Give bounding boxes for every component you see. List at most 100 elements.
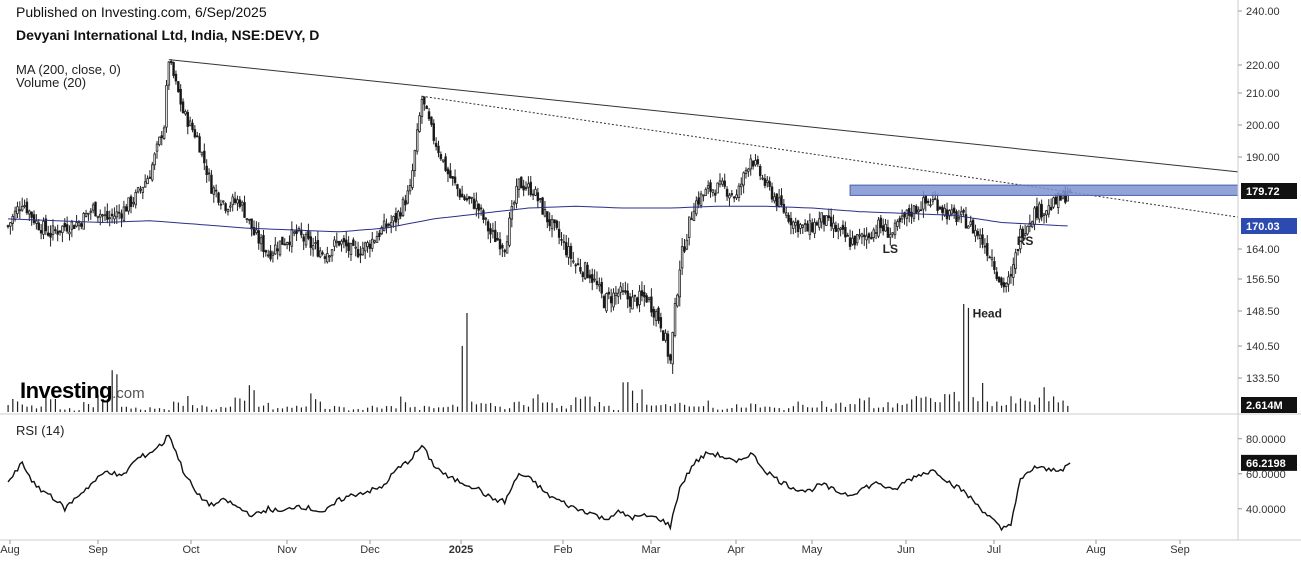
candle-body — [420, 99, 424, 117]
candle-body — [278, 240, 282, 256]
candle-body — [423, 96, 426, 105]
candle-body — [803, 223, 807, 225]
candle-body — [193, 129, 197, 138]
volume-bar — [537, 394, 539, 412]
candle-body — [274, 244, 277, 255]
candle-body — [820, 212, 823, 223]
candle-body — [773, 196, 776, 202]
candle-body — [326, 253, 329, 263]
candle-body — [505, 241, 509, 254]
candle-body — [1007, 276, 1010, 285]
y-tick-label: 220.00 — [1246, 60, 1280, 72]
candle-body — [1054, 196, 1058, 205]
candle-body — [77, 222, 81, 227]
volume-bar — [149, 407, 151, 412]
candle-body — [146, 178, 149, 185]
ma200-badge-text: 170.03 — [1246, 221, 1280, 233]
candle-body — [652, 308, 655, 318]
volume-pane — [7, 304, 1069, 412]
candle-body — [794, 222, 797, 226]
candle-body — [952, 207, 956, 214]
volume-bar — [92, 407, 94, 412]
candle-body — [874, 232, 878, 234]
candle-body — [311, 245, 315, 250]
candle-body — [484, 217, 488, 220]
y-tick-label: 240.00 — [1246, 6, 1280, 18]
chart-title: Devyani International Ltd, India, NSE:DE… — [16, 27, 320, 43]
candle-body — [560, 238, 563, 241]
candle-body — [657, 307, 660, 322]
volume-bar — [281, 408, 284, 412]
candle-body — [903, 212, 906, 218]
volume-bar — [669, 406, 672, 412]
volume-bar — [428, 406, 430, 412]
candle-body — [969, 221, 972, 226]
volume-bar — [1005, 404, 1007, 412]
volume-bar — [182, 405, 184, 412]
volume-bar — [1034, 404, 1036, 412]
volume-bar — [1024, 400, 1026, 412]
candle-body — [621, 290, 625, 293]
candle-body — [314, 242, 317, 245]
y-tick-label: 156.50 — [1246, 274, 1280, 286]
candle-body — [1035, 206, 1039, 219]
candle-body — [292, 231, 296, 234]
candle-body — [49, 233, 52, 238]
volume-bar — [717, 409, 719, 412]
volume-bar — [499, 406, 501, 412]
volume-bar — [934, 402, 936, 412]
volume-bar — [258, 406, 260, 412]
candle-body — [125, 206, 128, 212]
candle-body — [54, 229, 57, 231]
volume-badge-box — [1241, 397, 1297, 413]
volume-bar — [248, 385, 250, 412]
volume-bar — [617, 410, 619, 412]
candle-body — [96, 215, 100, 218]
volume-bar — [296, 405, 298, 412]
volume-bar — [329, 408, 331, 412]
volume-bar — [376, 407, 378, 412]
candle-body — [976, 231, 980, 236]
candle-body — [415, 129, 419, 152]
candle-body — [39, 230, 43, 234]
volume-bar — [835, 403, 837, 412]
candle-body — [579, 266, 582, 272]
volume-bar — [201, 405, 203, 412]
candle-body — [345, 239, 348, 247]
candle-body — [801, 224, 804, 228]
candle-body — [997, 276, 1001, 283]
candle-body — [61, 225, 64, 234]
volume-bar — [154, 408, 156, 412]
candle-body — [758, 165, 762, 177]
candle-body — [960, 211, 963, 216]
candle-body — [1028, 222, 1032, 227]
candle-body — [240, 201, 244, 206]
volume-bar — [286, 406, 288, 412]
candle-body — [434, 142, 438, 147]
candle-body — [886, 227, 890, 238]
candle-body — [266, 254, 270, 257]
volume-bar — [769, 406, 771, 412]
candle-body — [411, 170, 414, 188]
candle-body — [948, 210, 951, 217]
volume-bar — [840, 402, 842, 412]
candle-body — [931, 199, 935, 202]
candle-body — [508, 217, 511, 246]
candle-body — [30, 211, 33, 218]
volume-bar — [139, 409, 142, 412]
candle-body — [666, 333, 670, 357]
price-badges: 179.72 170.03 2.614M 66.2198 — [1241, 183, 1297, 471]
volume-bar — [797, 401, 799, 412]
volume-bar — [911, 399, 913, 412]
candle-body — [706, 185, 710, 189]
investing-logo[interactable]: Investing.com — [20, 378, 145, 404]
candle-body — [529, 181, 532, 196]
candle-body — [233, 198, 237, 203]
candle-body — [250, 218, 253, 230]
candle-body — [520, 176, 523, 189]
candle-body — [640, 290, 644, 297]
candle-body — [94, 201, 97, 217]
candle-body — [567, 246, 570, 258]
volume-bar — [371, 405, 373, 412]
